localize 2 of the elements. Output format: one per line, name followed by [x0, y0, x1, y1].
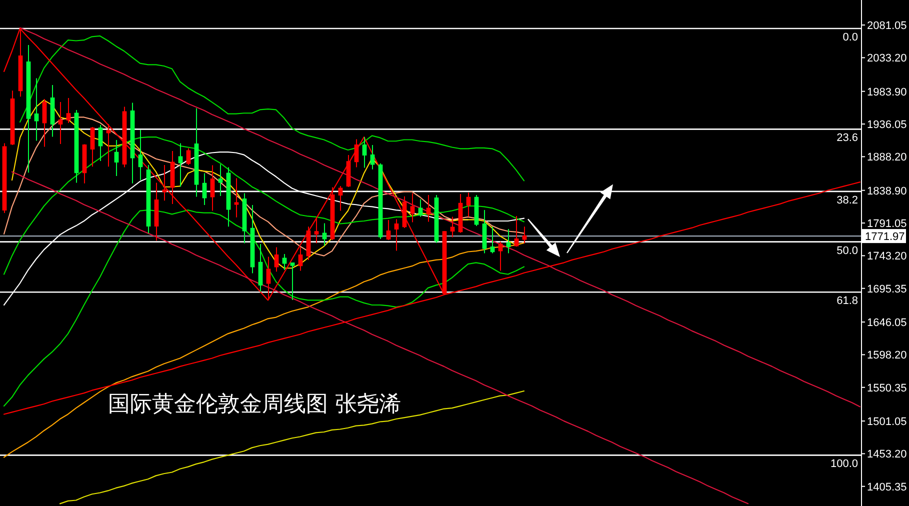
ref-line-label: 1771.97: [865, 231, 905, 244]
annotation: 国际黄金伦敦金周线图 张尧浠: [108, 392, 402, 417]
